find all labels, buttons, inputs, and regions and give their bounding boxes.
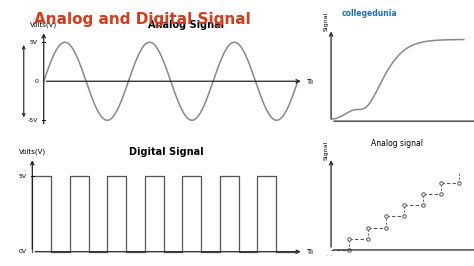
Text: Signal: Signal (324, 141, 329, 160)
Text: 5V: 5V (18, 174, 27, 179)
Text: 0V: 0V (18, 249, 27, 254)
Text: Volts(V): Volts(V) (19, 148, 46, 155)
Text: Time (t): Time (t) (306, 248, 334, 255)
Text: Digital Signal: Digital Signal (129, 147, 204, 157)
Text: -5V: -5V (27, 118, 38, 123)
Text: Signal: Signal (324, 12, 329, 31)
Text: 5V: 5V (30, 40, 38, 45)
Text: Analog and Digital Signal: Analog and Digital Signal (34, 12, 251, 27)
Text: 0: 0 (34, 79, 38, 84)
Text: Analog Signal: Analog Signal (148, 20, 225, 31)
Text: Analog signal: Analog signal (372, 139, 423, 148)
Text: collegedunia: collegedunia (341, 9, 397, 18)
Text: Time (t): Time (t) (306, 78, 334, 85)
Text: Volts(V): Volts(V) (30, 21, 57, 28)
